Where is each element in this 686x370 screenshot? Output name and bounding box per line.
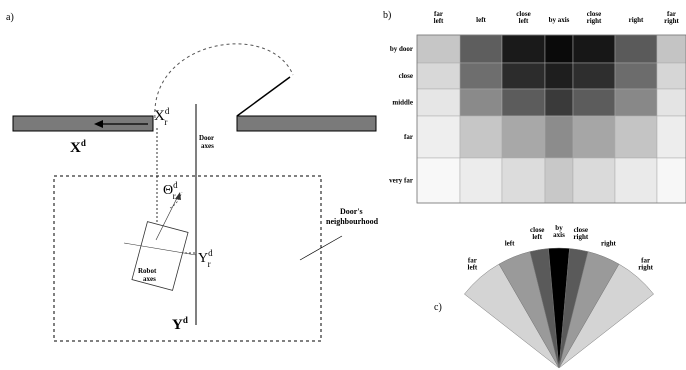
sector-label: close right xyxy=(573,226,588,241)
grid-cell xyxy=(416,88,461,117)
door-leaf xyxy=(236,76,291,117)
grid-cell xyxy=(614,62,658,90)
grid-cell xyxy=(656,34,686,64)
grid-cell xyxy=(572,34,616,64)
xd-arrow-head xyxy=(94,120,103,128)
sector-label: close left xyxy=(530,226,544,241)
neighbourhood-label-2: neighbourhood xyxy=(326,217,379,226)
wall-right xyxy=(236,115,377,132)
door-swing-arc xyxy=(154,43,294,119)
grid-cell xyxy=(416,34,461,64)
robot-axes-label-2: axes xyxy=(143,275,156,283)
sector xyxy=(558,263,654,369)
grid-cell xyxy=(459,34,503,64)
grid-cell xyxy=(656,115,686,159)
column-header: by axis xyxy=(549,16,570,24)
theta-arc xyxy=(169,191,183,209)
xrd-label: Xd r xyxy=(154,106,170,127)
grid-cell xyxy=(459,88,503,117)
grid-cell xyxy=(459,157,503,204)
row-header: by door xyxy=(390,45,413,53)
door-axes-label-2: axes xyxy=(201,142,214,150)
row-header: very far xyxy=(389,177,413,185)
grid-cell xyxy=(614,157,658,204)
grid-cell xyxy=(501,88,546,117)
column-header: far right xyxy=(664,10,679,25)
grid-cell xyxy=(501,34,546,64)
sector-label: left xyxy=(505,240,515,248)
grid-cell xyxy=(572,157,616,204)
grid-cell xyxy=(656,88,686,117)
grid-cell xyxy=(614,34,658,64)
grid-cell xyxy=(572,115,616,159)
sector-label: right xyxy=(601,240,616,248)
robot-heading-line xyxy=(155,195,179,241)
robot-body xyxy=(131,221,189,291)
column-header: close left xyxy=(516,10,530,25)
sector-fan: far left left close left by axis close right righ… xyxy=(464,224,654,369)
door-axes-label: Door xyxy=(199,134,214,142)
grid-cell xyxy=(459,62,503,90)
door-neighbourhood-region xyxy=(53,175,322,342)
grid-cell xyxy=(544,88,574,117)
grid-cell xyxy=(572,88,616,117)
robot-axes-label: Robot xyxy=(138,267,157,275)
column-header: right xyxy=(629,16,644,24)
yd-label: Yd xyxy=(172,315,188,333)
sector-label: far right xyxy=(638,256,653,271)
fuzzy-grid: far left left close left by axis close right rig… xyxy=(389,10,686,204)
grid-cell xyxy=(544,34,574,64)
panel-c-label: c) xyxy=(434,302,442,313)
robot-axis-line xyxy=(123,242,197,256)
grid-cell xyxy=(544,62,574,90)
grid-cell xyxy=(544,157,574,204)
grid-cell xyxy=(416,62,461,90)
row-header: close xyxy=(399,72,413,80)
panel-a-label: a) xyxy=(6,12,14,23)
grid-cell xyxy=(614,88,658,117)
grid-cell xyxy=(416,115,461,159)
grid-cell xyxy=(614,115,658,159)
grid-cell xyxy=(501,115,546,159)
sector-label: far left xyxy=(468,256,478,271)
grid-cell xyxy=(572,62,616,90)
sector-label: by axis xyxy=(553,224,565,239)
column-header: far left xyxy=(434,10,444,25)
wall-left xyxy=(12,115,154,132)
grid-cell xyxy=(656,157,686,204)
column-header: left xyxy=(476,16,486,24)
grid-cell xyxy=(501,157,546,204)
grid-cell xyxy=(656,62,686,90)
row-header: far xyxy=(404,133,413,141)
theta-label: Θd r xyxy=(163,180,178,201)
robot-heading-head xyxy=(175,192,181,200)
grid-cell xyxy=(501,62,546,90)
grid-border xyxy=(416,34,686,204)
grid-cell xyxy=(544,115,574,159)
neighbourhood-label: Door's xyxy=(340,207,363,216)
yrd-label: Yd r xyxy=(198,248,213,269)
neighbourhood-pointer xyxy=(299,235,343,261)
grid-cell xyxy=(416,157,461,204)
xd-label: Xd xyxy=(70,138,86,156)
column-header: close right xyxy=(587,10,602,25)
row-header: middle xyxy=(392,99,413,107)
panel-b-label: b) xyxy=(383,10,391,21)
grid-cell xyxy=(459,115,503,159)
